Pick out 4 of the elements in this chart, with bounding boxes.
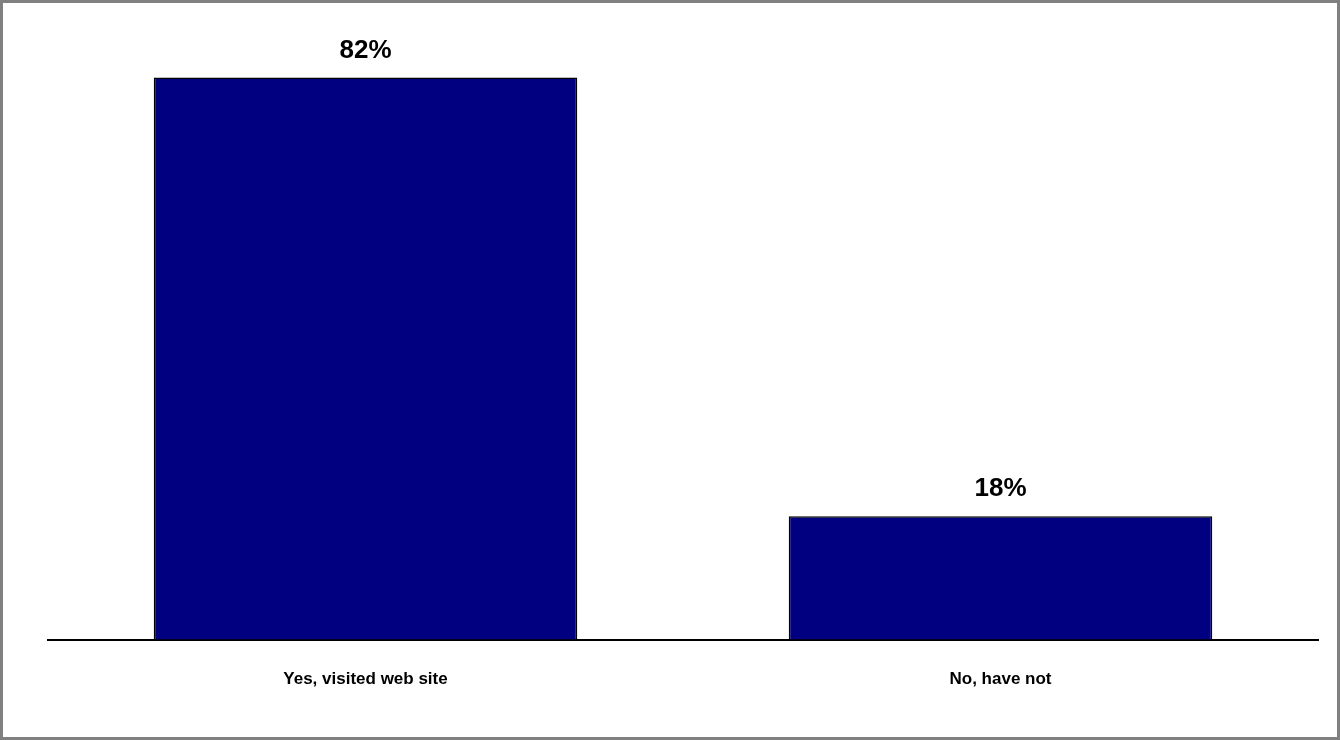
x-tick-label: No, have not [949, 669, 1052, 689]
x-tick-label: Yes, visited web site [283, 669, 448, 689]
data-label: 18% [974, 472, 1027, 503]
data-label: 82% [339, 33, 392, 64]
